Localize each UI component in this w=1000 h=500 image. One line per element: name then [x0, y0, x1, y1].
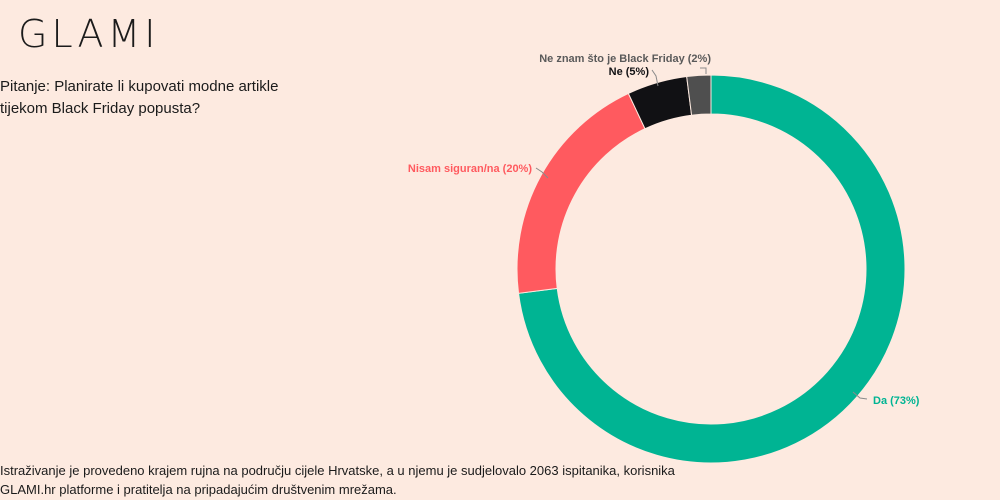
slice-label: Nisam siguran/na (20%): [408, 163, 532, 175]
donut-slice: [517, 74, 906, 464]
slice-leader-line: [852, 391, 868, 400]
donut-slice: [516, 92, 646, 294]
glami-logo: GLAMI: [18, 12, 160, 56]
slice-leader-line: [700, 67, 707, 74]
slice-leader-line: [535, 167, 549, 179]
survey-question: Pitanje: Planirate li kupovati modne art…: [0, 78, 279, 117]
slice-label: Ne znam što je Black Friday (2%): [539, 53, 711, 65]
slice-label: Da (73%): [873, 395, 920, 407]
survey-footnote: Istraživanje je provedeno krajem rujna n…: [0, 463, 675, 497]
slice-label: Ne (5%): [609, 66, 650, 78]
donut-slice: [686, 74, 712, 116]
slice-leader-line: [651, 69, 659, 87]
